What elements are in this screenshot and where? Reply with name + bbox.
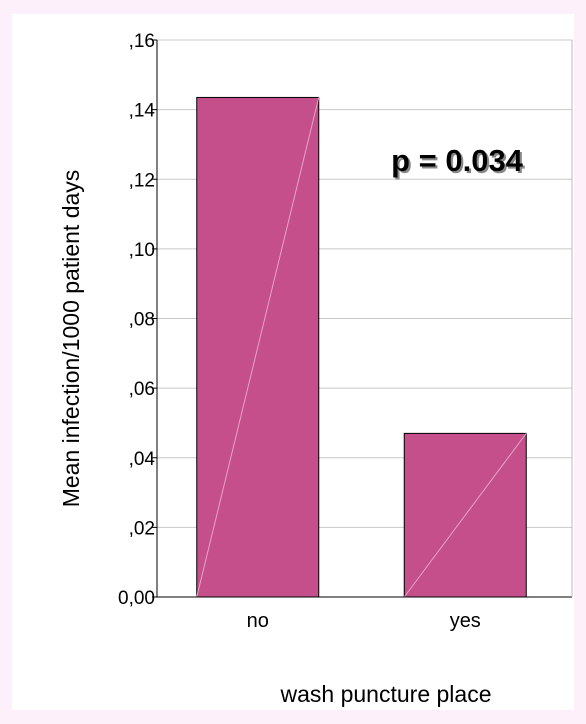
x-axis-title: wash puncture place <box>280 681 492 707</box>
y-tick-label: ,16 <box>129 31 155 52</box>
y-axis-title: Mean infection/1000 patient days <box>58 170 84 508</box>
x-category-label: yes <box>450 610 481 632</box>
y-tick-label: ,10 <box>129 240 155 261</box>
bars <box>196 96 527 598</box>
y-tick-label: ,08 <box>129 310 155 331</box>
y-tick-label: ,12 <box>129 170 155 191</box>
bar-yes-diagonal <box>403 433 527 598</box>
y-tick-label: 0,00 <box>118 588 155 609</box>
y-tick-label: ,02 <box>129 518 155 539</box>
y-tick-label: ,14 <box>129 101 156 122</box>
y-tick-label: ,04 <box>129 449 156 470</box>
y-tick-label: ,06 <box>129 379 155 400</box>
x-category-label: no <box>247 610 269 632</box>
bar-no-diagonal <box>196 97 320 598</box>
axes <box>152 39 573 598</box>
tick-labels: 0,00 ,02 ,04 ,06 ,08 ,10 ,12 ,14 ,16 no yes <box>118 31 481 632</box>
p-value-annotation: p = 0.034 <box>391 143 524 178</box>
